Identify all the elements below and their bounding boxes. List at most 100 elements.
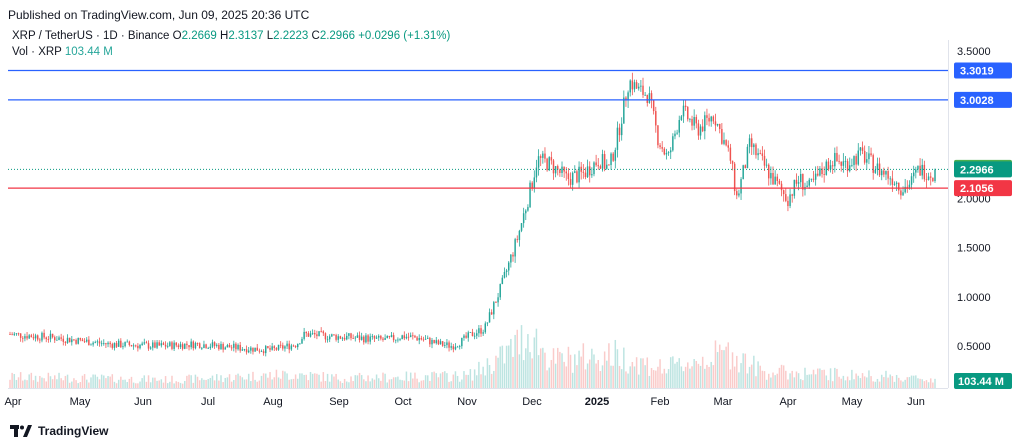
volume-bar <box>19 372 22 388</box>
candle-body <box>780 183 783 191</box>
candle-body <box>917 165 919 170</box>
candle-body <box>878 163 881 176</box>
candle-body <box>795 179 798 184</box>
candle-body <box>403 335 406 339</box>
volume-bar <box>866 377 868 388</box>
candle-body <box>322 331 325 334</box>
volume-bar <box>271 379 273 388</box>
candle-body <box>659 145 661 148</box>
candle-body <box>518 230 521 241</box>
volume-bar <box>787 379 789 388</box>
volume-bar <box>550 359 553 388</box>
candle-body <box>542 153 544 158</box>
volume-bar <box>650 368 653 388</box>
volume-bar <box>73 378 75 388</box>
volume-bar <box>51 379 54 388</box>
volume-bar <box>139 381 141 388</box>
volume-bar <box>60 378 62 388</box>
price-label-tag[interactable] <box>954 62 1012 79</box>
candle-body <box>401 335 403 340</box>
candle-body <box>335 334 337 340</box>
candle-body <box>488 312 491 323</box>
volume-bar <box>177 381 180 388</box>
volume-bar <box>917 378 919 388</box>
volume-bar <box>277 377 280 388</box>
candle-body <box>365 335 367 343</box>
volume-bar <box>452 374 455 388</box>
candle-body <box>130 345 133 347</box>
volume-bar <box>469 369 472 388</box>
candle-body <box>476 333 478 336</box>
volume-bar <box>64 375 67 388</box>
volume-bar <box>687 362 689 388</box>
volume-bar <box>859 378 862 388</box>
volume-bar <box>354 375 357 388</box>
candle-body <box>910 176 913 185</box>
candle-body <box>921 164 923 176</box>
volume-bar <box>755 376 757 388</box>
volume-bar <box>390 379 393 388</box>
candle-body <box>279 344 282 346</box>
volume-bar <box>493 370 495 388</box>
price-label-tag[interactable] <box>954 91 1012 108</box>
volume-bar <box>34 375 37 388</box>
volume-bar <box>243 379 246 388</box>
volume-bar <box>761 370 764 388</box>
volume-bar <box>377 378 380 388</box>
volume-bar <box>314 373 316 388</box>
volume-bar <box>373 379 376 388</box>
candle-body <box>441 341 444 346</box>
candle-body <box>582 171 585 173</box>
symbol-title[interactable]: XRP / TetherUS · 1D · Binance <box>12 30 170 42</box>
volume-bar <box>768 373 770 388</box>
time-tick-label: Nov <box>457 396 477 408</box>
volume-bar <box>433 371 435 388</box>
volume-bar <box>750 364 753 388</box>
volume-bar <box>488 365 491 388</box>
candle-body <box>595 162 597 166</box>
candle-body <box>399 339 401 340</box>
volume-bar <box>207 379 209 388</box>
volume-bar <box>712 365 715 388</box>
volume-bar <box>247 373 250 388</box>
candle-body <box>748 138 751 147</box>
candle-body <box>409 335 412 338</box>
price-label-tag[interactable] <box>954 161 1012 178</box>
candle-body <box>384 338 386 340</box>
volume-bar <box>597 359 599 388</box>
volume-label[interactable]: Vol · XRP <box>12 46 62 58</box>
candle-body <box>723 140 725 144</box>
volume-bar <box>24 379 26 388</box>
candle-body <box>235 343 237 350</box>
volume-bar <box>179 382 182 388</box>
volume-bar <box>774 375 776 388</box>
candle-body <box>846 161 849 172</box>
candle-body <box>544 153 546 159</box>
candle-body <box>625 97 627 101</box>
volume-bar <box>245 379 248 388</box>
candle-body <box>898 182 900 191</box>
candle-body <box>311 332 314 334</box>
volume-bar <box>874 381 877 388</box>
volume-bar <box>567 346 570 388</box>
volume-bar <box>542 347 544 388</box>
volume-bar <box>778 367 781 388</box>
candle-body <box>467 332 469 338</box>
volume-bar <box>105 378 107 388</box>
candle-body <box>175 342 177 346</box>
candle-body <box>198 343 201 349</box>
candle-body <box>120 340 122 348</box>
volume-bar <box>30 372 33 388</box>
candle-body <box>484 323 487 333</box>
volume-bar <box>446 373 448 388</box>
tradingview-footer[interactable]: TradingView <box>10 424 108 438</box>
volume-bar <box>284 371 286 388</box>
candle-body <box>252 347 254 352</box>
volume-bar <box>480 374 482 388</box>
volume-bar <box>382 372 384 388</box>
candle-body <box>158 342 160 346</box>
volume-bar <box>644 365 646 388</box>
volume-bar <box>929 378 932 388</box>
price-label-tag[interactable] <box>954 180 1012 197</box>
